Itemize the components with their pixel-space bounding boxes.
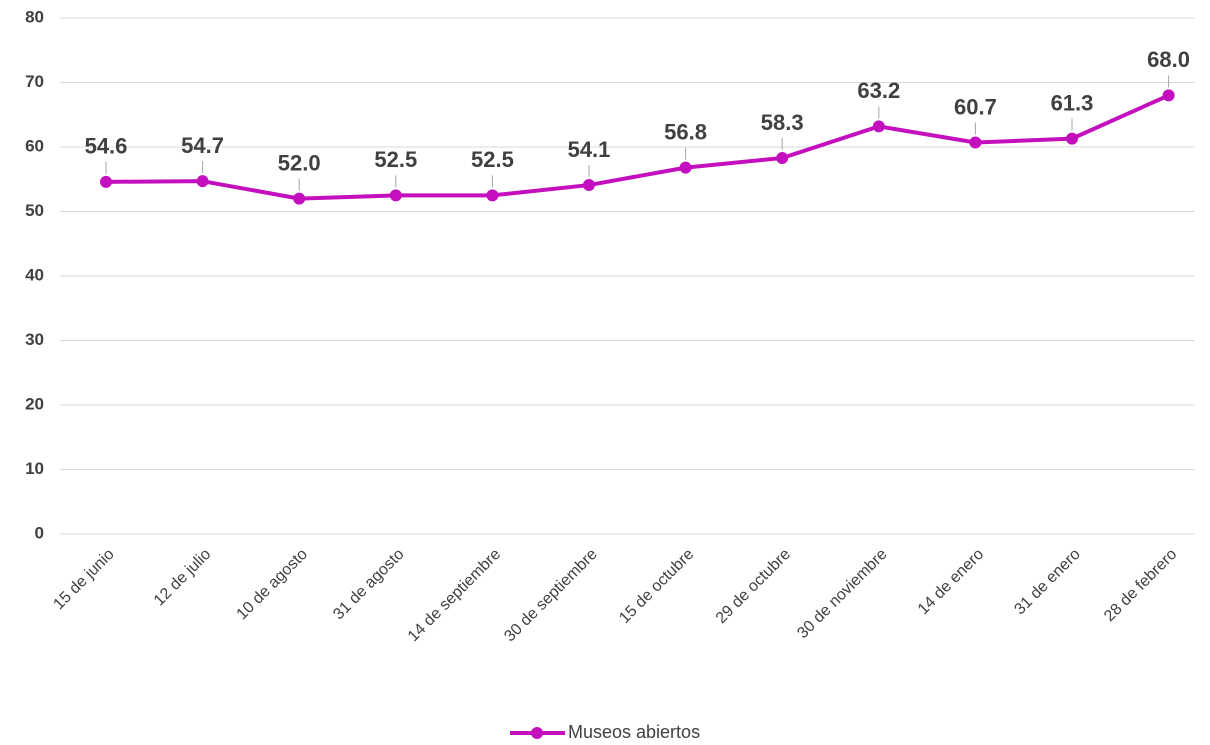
data-label: 54.6 (85, 134, 128, 159)
y-tick-label: 70 (25, 72, 44, 91)
data-label: 60.7 (954, 94, 997, 119)
x-tick-label: 15 de octubre (616, 546, 697, 627)
x-tick-label: 31 de enero (1011, 546, 1083, 618)
data-label: 63.2 (857, 78, 900, 103)
x-tick-label: 28 de febrero (1101, 546, 1180, 625)
x-tick-label: 30 de noviembre (794, 546, 890, 642)
x-tick-label: 29 de octubre (713, 546, 794, 627)
y-tick-label: 50 (25, 201, 44, 220)
data-label: 61.3 (1051, 90, 1094, 115)
y-tick-label: 0 (35, 523, 44, 542)
data-label: 58.3 (761, 110, 804, 135)
legend-marker (531, 727, 543, 739)
y-tick-label: 80 (25, 7, 44, 26)
x-tick-label: 30 de septiembre (501, 546, 601, 646)
x-tick-label: 14 de enero (915, 546, 987, 618)
data-point (486, 189, 499, 202)
data-label: 54.1 (568, 137, 611, 162)
legend-label: Museos abiertos (568, 722, 700, 742)
data-label: 52.0 (278, 150, 321, 175)
x-tick-label: 12 de julio (151, 546, 215, 610)
data-point (872, 120, 885, 133)
data-line (105, 93, 1170, 201)
x-tick-label: 10 de agosto (234, 546, 312, 624)
data-label: 68.0 (1147, 47, 1190, 72)
data-point (776, 151, 789, 164)
y-tick-label: 40 (25, 265, 44, 284)
y-tick-label: 10 (25, 459, 44, 478)
data-point (389, 189, 402, 202)
data-point (293, 192, 306, 205)
y-tick-label: 60 (25, 136, 44, 155)
data-point (196, 175, 209, 188)
data-point (969, 136, 982, 149)
data-label: 54.7 (181, 133, 224, 158)
data-point (583, 179, 595, 192)
data-label: 52.5 (374, 147, 417, 172)
x-tick-label: 31 de agosto (330, 546, 408, 624)
y-tick-label: 20 (25, 394, 44, 413)
x-tick-label: 14 de septiembre (405, 546, 505, 646)
x-tick-label: 15 de junio (50, 546, 117, 613)
data-label: 52.5 (471, 147, 514, 172)
data-label: 56.8 (664, 119, 707, 144)
data-point (679, 161, 692, 174)
data-point (100, 175, 112, 188)
data-point (1162, 89, 1175, 102)
y-tick-label: 30 (25, 330, 44, 349)
data-point (1066, 132, 1078, 145)
